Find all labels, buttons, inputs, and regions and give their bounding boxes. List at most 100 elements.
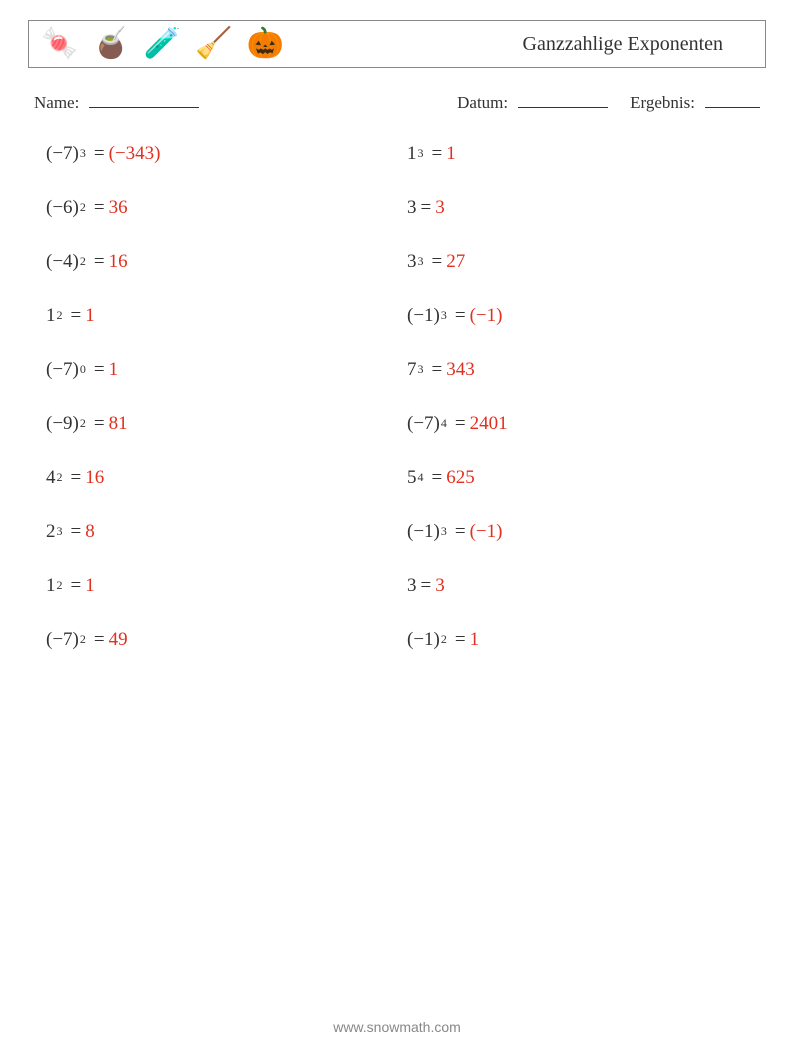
problem-right-9: (−1)2=1: [407, 629, 748, 651]
problems-grid: (−7)3=(−343) 13=1 (−6)2=36 3=3 (−4)2=16 …: [28, 143, 766, 651]
problem-base: (−7): [46, 143, 79, 165]
problem-answer: 1: [85, 575, 95, 597]
candy-icon: 🍬: [41, 29, 78, 59]
problem-answer: 343: [446, 359, 475, 381]
problem-exp: 3: [441, 308, 447, 323]
problem-left-6: 42 =16: [46, 467, 387, 489]
problem-left-9: (−7)2 =49: [46, 629, 387, 651]
problem-exp: 4: [418, 470, 424, 485]
problem-base: 1: [46, 575, 56, 597]
name-field: Name:: [34, 90, 199, 113]
equals-sign: =: [71, 467, 82, 489]
problem-exp: 2: [80, 254, 86, 269]
problem-right-8: 3=3: [407, 575, 748, 597]
equals-sign: =: [94, 413, 105, 435]
problem-right-2: 33=27: [407, 251, 748, 273]
problem-exp: 2: [57, 578, 63, 593]
problem-answer: 3: [435, 575, 445, 597]
problem-base: (−9): [46, 413, 79, 435]
problem-answer: 1: [470, 629, 480, 651]
result-label: Ergebnis:: [630, 93, 695, 113]
problem-right-3: (−1)3=(−1): [407, 305, 748, 327]
equals-sign: =: [421, 575, 432, 597]
problem-left-5: (−9)2 =81: [46, 413, 387, 435]
problem-base: 3: [407, 251, 417, 273]
problem-answer: 16: [109, 251, 128, 273]
date-label: Datum:: [457, 93, 508, 113]
problem-exp: 3: [80, 146, 86, 161]
worksheet-page: 🍬 🧉 🧪 🧹 🎃 Ganzzahlige Exponenten Name: D…: [0, 0, 794, 671]
problem-answer: (−1): [470, 305, 503, 327]
result-blank: [705, 90, 760, 108]
problem-base: (−6): [46, 197, 79, 219]
meta-right-group: Datum: Ergebnis:: [457, 90, 760, 113]
problem-base: (−7): [46, 629, 79, 651]
problem-exp: 3: [441, 524, 447, 539]
problem-answer: 16: [85, 467, 104, 489]
broom-icon: 🧹: [195, 29, 232, 59]
problem-exp: 2: [80, 200, 86, 215]
problem-left-1: (−6)2 =36: [46, 197, 387, 219]
problem-base: (−7): [46, 359, 79, 381]
equals-sign: =: [432, 143, 443, 165]
problem-exp: 2: [57, 470, 63, 485]
equals-sign: =: [94, 197, 105, 219]
problem-exp: 3: [418, 362, 424, 377]
equals-sign: =: [455, 305, 466, 327]
date-blank: [518, 90, 608, 108]
equals-sign: =: [71, 521, 82, 543]
problem-base: (−1): [407, 305, 440, 327]
problem-left-4: (−7)0 =1: [46, 359, 387, 381]
problem-exp: 2: [57, 308, 63, 323]
problem-exp: 2: [441, 632, 447, 647]
name-blank: [89, 90, 199, 108]
flask-icon: 🧪: [144, 29, 181, 59]
problem-base: 4: [46, 467, 56, 489]
problem-right-0: 13=1: [407, 143, 748, 165]
problem-base: 1: [46, 305, 56, 327]
footer-url: www.snowmath.com: [0, 1019, 794, 1035]
equals-sign: =: [71, 305, 82, 327]
worksheet-title: Ganzzahlige Exponenten: [523, 33, 723, 56]
problem-answer: (−1): [470, 521, 503, 543]
equals-sign: =: [455, 413, 466, 435]
meta-row: Name: Datum: Ergebnis:: [28, 90, 766, 113]
equals-sign: =: [421, 197, 432, 219]
problem-base: (−4): [46, 251, 79, 273]
problem-answer: 3: [435, 197, 445, 219]
equals-sign: =: [94, 251, 105, 273]
problem-exp: 0: [80, 362, 86, 377]
problem-answer: 1: [85, 305, 95, 327]
problem-left-0: (−7)3 =(−343): [46, 143, 387, 165]
problem-right-6: 54=625: [407, 467, 748, 489]
equals-sign: =: [71, 575, 82, 597]
equals-sign: =: [94, 359, 105, 381]
cauldron-icon: 🧉: [92, 29, 129, 59]
problem-right-1: 3=3: [407, 197, 748, 219]
problem-answer: 27: [446, 251, 465, 273]
date-field: Datum:: [457, 90, 608, 113]
equals-sign: =: [432, 467, 443, 489]
problem-answer: 1: [446, 143, 456, 165]
problem-answer: 81: [109, 413, 128, 435]
problem-answer: 36: [109, 197, 128, 219]
problem-exp: 2: [80, 416, 86, 431]
equals-sign: =: [432, 359, 443, 381]
problem-base: 3: [407, 575, 417, 597]
problem-left-7: 23=8: [46, 521, 387, 543]
problem-answer: 49: [109, 629, 128, 651]
equals-sign: =: [94, 629, 105, 651]
problem-exp: 2: [80, 632, 86, 647]
problem-base: (−7): [407, 413, 440, 435]
equals-sign: =: [94, 143, 105, 165]
problem-left-8: 12=1: [46, 575, 387, 597]
result-field: Ergebnis:: [630, 90, 760, 113]
problem-answer: 8: [85, 521, 95, 543]
problem-answer: 625: [446, 467, 475, 489]
header-icons: 🍬 🧉 🧪 🧹 🎃: [41, 29, 284, 59]
problem-answer: (−343): [109, 143, 161, 165]
pumpkin-icon: 🎃: [246, 29, 283, 59]
problem-answer: 1: [109, 359, 119, 381]
problem-right-5: (−7)4=2401: [407, 413, 748, 435]
problem-exp: 3: [57, 524, 63, 539]
